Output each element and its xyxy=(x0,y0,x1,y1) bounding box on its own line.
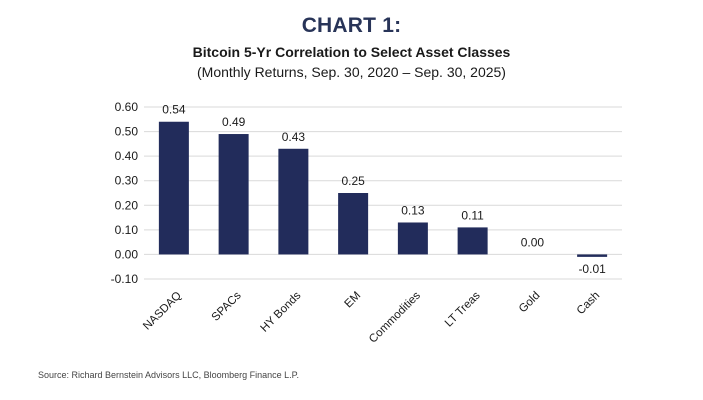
bar xyxy=(158,121,189,255)
y-tick-label: -0.10 xyxy=(111,272,139,286)
bar xyxy=(577,254,608,257)
x-tick-label: LT Treas xyxy=(443,289,483,329)
x-tick-label: NASDAQ xyxy=(141,290,184,333)
bar xyxy=(218,134,249,255)
data-label: -0.01 xyxy=(578,262,606,276)
y-tick-label: 0.50 xyxy=(115,125,139,139)
y-tick-label: 0.00 xyxy=(115,247,139,261)
chart-label: CHART 1: xyxy=(301,14,402,37)
x-tick-label: EM xyxy=(343,290,364,311)
bar xyxy=(397,222,428,255)
y-tick-label: 0.10 xyxy=(115,223,139,237)
x-tick-label: Gold xyxy=(517,290,543,316)
data-label: 0.11 xyxy=(461,208,484,222)
chart-title: Bitcoin 5-Yr Correlation to Select Asset… xyxy=(192,44,511,60)
data-label: 0.54 xyxy=(162,103,186,117)
y-tick-label: 0.20 xyxy=(115,198,139,212)
x-tick-label: HY Bonds xyxy=(259,289,304,334)
bar xyxy=(338,193,369,255)
x-tick-label: SPACs xyxy=(210,289,244,323)
x-tick-label: Commodities xyxy=(367,289,423,345)
bar xyxy=(278,148,309,255)
bar xyxy=(457,227,488,255)
chart-subtitle: (Monthly Returns, Sep. 30, 2020 – Sep. 3… xyxy=(197,64,506,80)
y-tick-label: 0.40 xyxy=(115,149,139,163)
data-label: 0.00 xyxy=(521,235,545,249)
x-tick-label: Cash xyxy=(575,290,602,317)
data-label: 0.13 xyxy=(401,203,425,217)
source-note: Source: Richard Bernstein Advisors LLC, … xyxy=(38,370,299,380)
y-tick-label: 0.30 xyxy=(115,174,139,188)
data-label: 0.49 xyxy=(222,115,246,129)
data-label: 0.25 xyxy=(341,174,365,188)
y-tick-label: 0.60 xyxy=(115,100,139,114)
data-label: 0.43 xyxy=(282,130,306,144)
